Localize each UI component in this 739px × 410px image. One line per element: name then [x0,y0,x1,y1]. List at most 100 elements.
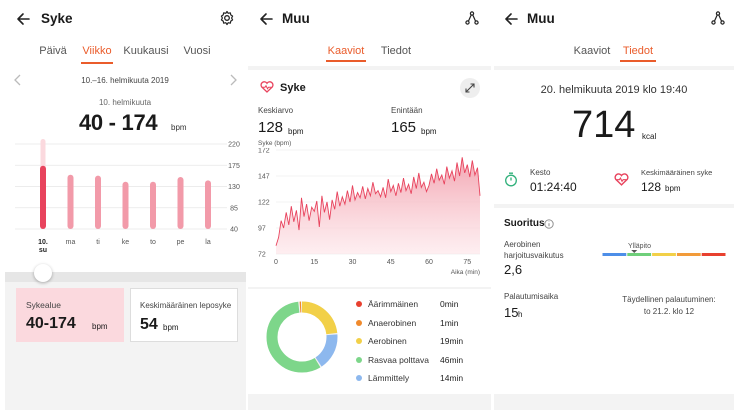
back-arrow-icon[interactable] [503,11,519,27]
heart-rate-card: Syke Keskiarvo 128 bpm Enintään 165 bpm … [248,70,491,287]
day-label: la [205,239,211,246]
y-tick-label: 40 [230,227,238,234]
tab-charts[interactable]: Kaaviot [573,45,611,57]
day-bar[interactable] [205,180,211,229]
day-label: ke [122,239,130,246]
day-label: ti [96,239,100,246]
legend-dot [356,319,362,326]
route-icon[interactable] [464,10,480,26]
active-tab-indicator [81,62,113,64]
tab-month[interactable]: Kuukausi [123,45,169,57]
donut-slice [266,301,338,373]
chevron-left-icon[interactable] [13,74,23,86]
tab-details[interactable]: Tiedot [380,45,412,57]
back-arrow-icon[interactable] [15,11,31,27]
heart-rate-area-chart: 72 97 122 147 172 0 15 30 45 60 75 Aika (min) [258,148,481,276]
max-unit: bpm [421,127,437,136]
aerobic-label: Aerobinen harjoitusvaikutus [504,240,564,260]
x-tick-label: 45 [387,259,395,266]
chart-ylabel: Syke (bpm) [258,140,292,147]
day-bar[interactable] [177,177,184,229]
gauge-segment [602,253,627,256]
y-tick-label: 72 [258,252,266,259]
donut-slice [266,301,338,373]
workout-details-screen: Muu Kaaviot Tiedot 20. helmikuuta 2019 k… [494,0,734,410]
x-tick-label: 75 [463,259,471,266]
heart-rate-line [275,157,481,246]
day-bar[interactable] [40,165,46,229]
day-bar[interactable] [67,174,74,229]
heart-rate-week-screen: Syke Päivä Viikko Kuukausi Vuosi 10.–16.… [5,0,246,410]
legend-dot [356,301,362,307]
card-rest-label: Keskimääräinen leposyke [140,301,232,310]
day-label: ma [66,239,76,246]
legend-dot [356,375,362,381]
header: Muu Kaaviot Tiedot [248,0,491,66]
gauge-segment [701,253,726,256]
day-bar[interactable] [122,181,129,229]
heart-rate-icon [614,173,629,186]
tab-year[interactable]: Vuosi [183,45,211,57]
day-bar[interactable] [95,175,101,229]
chevron-right-icon[interactable] [228,74,238,86]
range-unit: bpm [171,123,187,132]
avg-hr-label: Keskimääräinen syke [641,168,713,177]
info-icon[interactable] [544,219,554,229]
page-title: Muu [282,11,310,26]
card-rest-unit: bpm [163,323,179,332]
y-tick-label: 122 [258,200,270,207]
gear-icon[interactable] [219,10,235,26]
avg-label: Keskiarvo [258,106,294,115]
y-tick-label: 172 [258,148,270,155]
back-arrow-icon[interactable] [258,11,274,27]
selected-date: 10. helmikuuta [98,98,152,107]
training-effect-gauge [602,250,726,256]
chart-xlabel: Aika (min) [451,269,480,276]
route-icon[interactable] [710,10,726,26]
card-range-unit: bpm [92,322,108,331]
donut-slice [266,301,338,373]
gauge-segment [627,253,652,256]
active-tab-indicator [326,60,366,62]
date-range: 10.–16. helmikuuta 2019 [81,76,169,85]
gauge-segment [676,253,701,256]
legend-label: Aerobinen [368,336,407,346]
active-tab-indicator [620,60,656,62]
card-range-label: Sykealue [26,300,61,310]
day-bar[interactable] [150,181,156,229]
card-rest-value: 54 [140,316,158,333]
day-label: 10. [38,239,48,246]
zones-donut-chart [266,301,338,373]
full-recovery-value: to 21.2. klo 12 [643,307,695,316]
legend-value: 46min [440,354,464,365]
workout-summary-card: 20. helmikuuta 2019 klo 19:40 714 kcal K… [494,70,734,204]
legend-value: 0min [440,299,459,309]
tab-day[interactable]: Päivä [39,45,67,57]
x-tick-label: 30 [349,259,357,266]
x-tick-label: 0 [274,259,278,266]
expand-button[interactable] [460,78,480,98]
calories-value: 714 [572,104,636,146]
max-value: 165 [391,119,417,136]
slider-track [5,272,246,282]
full-recovery-label: Täydellinen palautuminen: [622,295,716,304]
legend-value: 1min [440,317,459,328]
day-label: pe [177,239,185,246]
stopwatch-icon [505,172,517,187]
performance-title: Suoritus [504,218,545,229]
y-tick-label: 130 [228,184,240,191]
avg-hr-unit: bpm [665,184,681,193]
y-tick-label: 147 [258,174,270,181]
recovery-unit: h [518,310,523,319]
max-label: Enintään [391,106,423,115]
y-tick-label: 85 [230,205,238,212]
card-range-value: 40-174 [26,315,76,332]
legend-dot [356,338,362,344]
section-title: Syke [280,82,306,94]
legend-label: Lämmittely [368,373,410,383]
tab-details[interactable]: Tiedot [622,45,654,57]
tab-week[interactable]: Viikko [82,45,112,57]
legend-value: 14min [440,373,464,383]
day-slider-handle[interactable] [34,264,52,282]
tab-charts[interactable]: Kaaviot [327,45,365,57]
